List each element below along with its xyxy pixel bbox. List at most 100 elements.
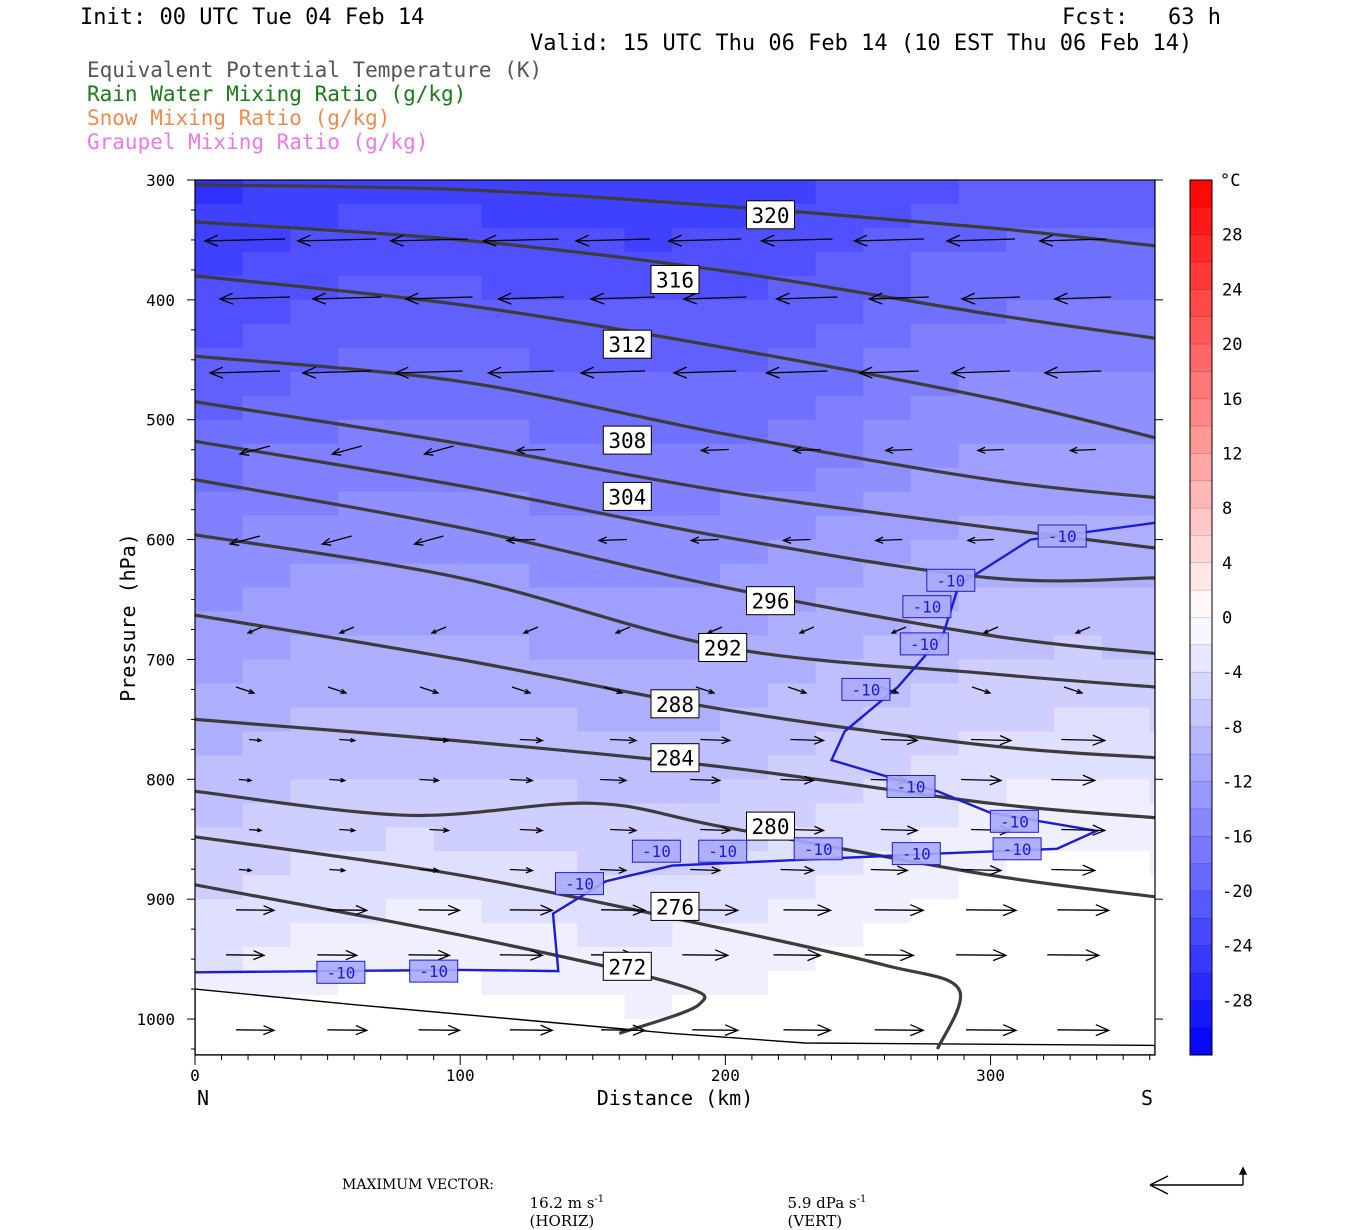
colorbar-segment [1190, 180, 1212, 208]
temp-cell [624, 587, 673, 613]
colorbar-segment [1190, 289, 1212, 318]
temp-cell [1054, 204, 1103, 229]
temp-cell [290, 371, 339, 397]
temp-cell [720, 299, 769, 325]
isotherm-label-box [989, 809, 1039, 833]
temp-cell [481, 275, 530, 301]
temp-cell [958, 419, 1008, 445]
temp-cell [576, 515, 626, 541]
temp-cell [863, 251, 912, 277]
temp-cell [1054, 371, 1103, 397]
wind-vector [790, 735, 826, 745]
temp-cell [195, 419, 244, 445]
temp-cell [672, 587, 721, 613]
temp-cell [1054, 755, 1103, 780]
wind-vector [874, 536, 903, 544]
temp-cell [1149, 1019, 1155, 1044]
temp-cell [242, 851, 291, 876]
wind-vector [509, 1024, 554, 1036]
temp-cell [911, 275, 960, 301]
temp-cell [195, 539, 244, 565]
wind-vector [403, 292, 473, 305]
temp-cell [1006, 683, 1055, 708]
wind-vector [880, 825, 919, 836]
x-tick-label: 100 [446, 1066, 475, 1085]
temp-cell [1006, 587, 1055, 613]
wind-vector [412, 535, 444, 546]
colorbar-segment [1190, 836, 1212, 864]
wind-vector [248, 828, 263, 833]
temp-cell [767, 371, 817, 397]
wind-vector [522, 626, 539, 634]
wind-vector [301, 366, 372, 379]
temp-cell [767, 251, 817, 277]
temp-cell [576, 563, 626, 589]
y-axis-title: Pressure (hPa) [116, 533, 140, 702]
colorbar-label: -8 [1222, 718, 1242, 738]
temp-cell [529, 251, 578, 277]
temp-cell [195, 683, 244, 708]
temp-cell [290, 779, 339, 804]
temp-cell [385, 755, 435, 780]
colorbar-segment [1190, 562, 1212, 591]
temp-cell [242, 899, 291, 924]
temp-cell [338, 923, 387, 948]
temp-cell [911, 347, 960, 373]
temp-cell [720, 227, 769, 253]
temp-cell [624, 923, 673, 948]
temp-cell [576, 803, 626, 828]
temp-cell [958, 923, 1008, 948]
legend-graupel: Graupel Mixing Ratio (g/kg) [87, 130, 429, 154]
wind-vector [408, 949, 452, 961]
temp-cell [1054, 899, 1103, 924]
temp-cell [529, 635, 578, 661]
x-tick-label: 200 [711, 1066, 740, 1085]
wind-vector [667, 234, 742, 247]
theta-e-line [195, 220, 1155, 340]
temp-cell [529, 563, 578, 589]
theta-e-label: 276 [656, 895, 694, 919]
temp-cell [242, 419, 291, 445]
temp-cell [1006, 467, 1055, 493]
temp-cell [338, 204, 387, 229]
temp-cell [481, 419, 530, 445]
temp-cell [1006, 180, 1055, 205]
temp-cell [242, 180, 291, 205]
temp-cell [385, 539, 435, 565]
theta-e-line [195, 400, 1155, 550]
temp-cell [433, 707, 482, 732]
temp-cell [290, 323, 339, 349]
temp-cell [338, 515, 387, 541]
temp-cell [195, 563, 244, 589]
temp-cell [1149, 971, 1155, 996]
wind-vector [419, 777, 441, 784]
wind-vector [429, 737, 451, 744]
temp-cell [433, 755, 482, 780]
colorbar-label: 12 [1222, 444, 1242, 464]
wind-vector [511, 686, 532, 695]
temp-cell [767, 683, 817, 708]
wind-vector [509, 777, 534, 784]
temp-cell [290, 299, 339, 325]
temp-cell [767, 563, 817, 589]
wind-vector [505, 536, 536, 545]
temp-cell [1006, 275, 1055, 301]
colorbar-segment [1190, 808, 1212, 837]
temp-cell [1149, 467, 1155, 493]
temp-cell [815, 803, 864, 828]
isotherm-label-box [886, 775, 936, 798]
wind-vector [1047, 949, 1101, 962]
temp-cell [433, 251, 482, 277]
temp-cell [338, 180, 387, 205]
wind-vector [388, 234, 468, 247]
temp-cell [863, 803, 912, 828]
temp-cell [529, 611, 578, 637]
wind-vector [579, 366, 646, 379]
temp-cell [338, 779, 387, 804]
temp-cell [1149, 419, 1155, 445]
temp-cell [815, 491, 864, 517]
temp-cell [911, 995, 960, 1020]
isotherm-label: -10 [565, 875, 594, 894]
temp-cell [385, 180, 435, 205]
wind-vector [1038, 234, 1107, 247]
